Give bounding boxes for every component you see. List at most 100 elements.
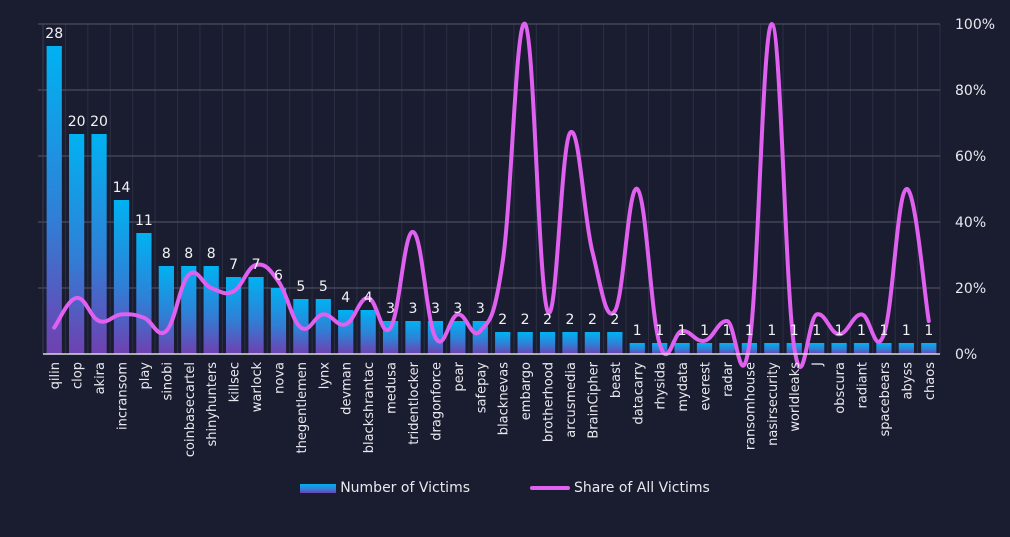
bar-tridentlocker xyxy=(405,321,421,354)
data-label-sinobi: 8 xyxy=(162,246,171,262)
data-label-arcusmedia: 2 xyxy=(566,312,575,328)
data-label-mydata: 1 xyxy=(678,323,687,339)
category-label-pear: pear xyxy=(452,361,467,391)
data-label-beast: 2 xyxy=(610,312,619,328)
bar-embargo xyxy=(517,332,533,354)
data-label-datacarry: 1 xyxy=(633,323,642,339)
right-axis-tick-label: 20% xyxy=(955,281,986,297)
category-label-embargo: embargo xyxy=(519,362,534,420)
bar-qilin xyxy=(46,46,62,354)
category-label-play: play xyxy=(138,362,153,390)
bar-killsec xyxy=(225,277,242,354)
data-label-coinbasecartel: 8 xyxy=(184,246,193,262)
category-label-tridentlocker: tridentlocker xyxy=(407,361,422,444)
data-label-everest: 1 xyxy=(700,323,709,339)
category-label-radiant: radiant xyxy=(856,362,871,408)
category-label-obscura: obscura xyxy=(833,362,848,414)
category-label-devman: devman xyxy=(340,362,355,415)
data-label-worldleaks: 1 xyxy=(790,323,799,339)
category-label-datacarry: datacarry xyxy=(631,362,646,425)
right-axis-tick-label: 60% xyxy=(955,149,986,165)
data-label-rhysida: 1 xyxy=(655,323,664,339)
legend-item-share[interactable]: Share of All Victims xyxy=(530,480,710,496)
data-label-tridentlocker: 3 xyxy=(409,301,418,317)
bar-beast xyxy=(607,332,623,354)
category-label-arcusmedia: arcusmedia xyxy=(564,362,579,438)
data-label-abyss: 1 xyxy=(902,323,911,339)
bar-play xyxy=(136,233,152,354)
category-label-brotherhood: brotherhood xyxy=(542,362,557,442)
data-label-incransom: 14 xyxy=(113,180,131,196)
bar-nova xyxy=(270,288,287,354)
axes: 0% 20% 40% 60% 80% 100% qilin clop akira incranso… xyxy=(42,17,995,457)
right-axis-tick-label: 80% xyxy=(955,83,986,99)
right-axis-tick-label: 0% xyxy=(955,347,977,363)
data-label-chaos: 1 xyxy=(924,323,933,339)
legend-item-victims[interactable]: Number of Victims xyxy=(300,480,470,496)
category-label-blacknevas: blacknevas xyxy=(497,362,512,435)
bar-radar xyxy=(719,343,735,354)
bar-swatch-icon xyxy=(300,483,337,493)
category-label-chaos: chaos xyxy=(923,362,938,400)
category-label-lynx: lynx xyxy=(317,362,332,390)
bar-obscura xyxy=(831,343,847,354)
category-label-shinyhunters: shinyhunters xyxy=(205,362,220,447)
category-label-nasirsecurity: nasirsecurity xyxy=(766,362,781,446)
data-label-BrainCipher: 2 xyxy=(588,312,597,328)
category-label-killsec: killsec xyxy=(228,362,243,402)
right-axis-tick-label: 100% xyxy=(955,17,995,33)
data-label-play: 11 xyxy=(135,213,153,229)
category-label-BrainCipher: BrainCipher xyxy=(586,361,601,438)
bar-akira xyxy=(91,134,107,354)
category-label-everest: everest xyxy=(699,362,714,411)
data-label-obscura: 1 xyxy=(835,323,844,339)
data-label-nova: 6 xyxy=(274,268,283,284)
category-label-qilin: qilin xyxy=(48,362,63,389)
bar-J xyxy=(809,343,825,354)
bar-spacebears xyxy=(876,343,892,354)
data-label-dragonforce: 3 xyxy=(431,301,440,317)
data-label-warlock: 7 xyxy=(252,257,261,273)
bar-sinobi xyxy=(158,266,174,354)
bar-clop xyxy=(69,134,85,354)
category-label-blackshrantac: blackshrantac xyxy=(362,362,377,453)
line-swatch-icon xyxy=(530,486,571,490)
category-label-rhysida: rhysida xyxy=(654,362,669,410)
category-label-akira: akira xyxy=(93,362,108,394)
bar-nasirsecurity xyxy=(764,343,780,354)
bar-radiant xyxy=(853,343,870,354)
data-label-embargo: 2 xyxy=(521,312,530,328)
data-label-qilin: 28 xyxy=(45,26,63,42)
data-label-pear: 3 xyxy=(453,301,462,317)
category-label-beast: beast xyxy=(609,362,624,398)
bar-abyss xyxy=(898,343,914,354)
data-label-killsec: 7 xyxy=(229,257,238,273)
data-label-radiant: 1 xyxy=(857,323,866,339)
category-label-medusa: medusa xyxy=(385,362,400,414)
data-label-nasirsecurity: 1 xyxy=(767,323,776,339)
category-label-ransomhouse: ransomhouse xyxy=(743,362,758,450)
data-label-radar: 1 xyxy=(723,323,732,339)
bar-chaos xyxy=(921,343,937,354)
category-label-nova: nova xyxy=(272,362,287,394)
bar-arcusmedia xyxy=(562,332,578,354)
category-label-mydata: mydata xyxy=(676,362,691,412)
bar-BrainCipher xyxy=(584,332,601,354)
category-label-coinbasecartel: coinbasecartel xyxy=(183,362,198,457)
data-label-shinyhunters: 8 xyxy=(207,246,216,262)
category-label-clop: clop xyxy=(71,362,86,389)
category-label-incransom: incransom xyxy=(115,362,130,430)
data-label-medusa: 3 xyxy=(386,301,395,317)
category-label-spacebears: spacebears xyxy=(878,362,893,437)
data-label-lynx: 5 xyxy=(319,279,328,295)
bar-mydata xyxy=(674,343,690,354)
right-axis-tick-label: 40% xyxy=(955,215,986,231)
line-series xyxy=(52,21,931,370)
bar-brotherhood xyxy=(539,332,556,354)
category-label-J: J xyxy=(811,362,826,367)
category-label-thegentlemen: thegentlemen xyxy=(295,362,310,453)
legend-label: Number of Victims xyxy=(340,480,471,496)
data-label-ransomhouse: 1 xyxy=(745,323,754,339)
bar-pear xyxy=(450,321,466,354)
